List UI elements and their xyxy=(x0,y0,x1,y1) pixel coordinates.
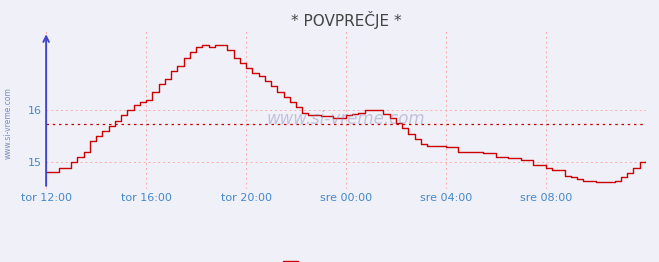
Title: * POVPREČJE *: * POVPREČJE * xyxy=(291,11,401,29)
Legend: temperatura [C]: temperatura [C] xyxy=(277,256,415,262)
Text: www.si-vreme.com: www.si-vreme.com xyxy=(4,87,13,159)
Text: www.si-vreme.com: www.si-vreme.com xyxy=(267,111,425,128)
